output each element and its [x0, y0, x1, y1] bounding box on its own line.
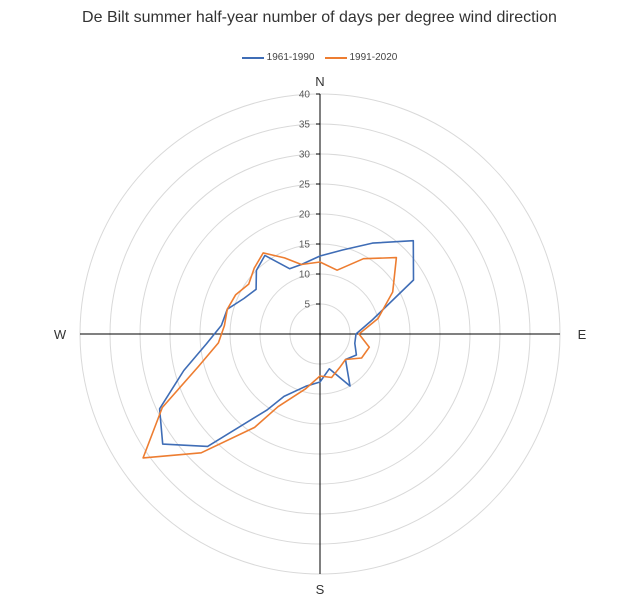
tick-label-20: 20: [299, 210, 311, 221]
radial-tick-labels: 5 10 15 20 25 30 35 40: [299, 90, 320, 311]
legend-label-1961-1990: 1961-1990: [266, 52, 315, 63]
tick-label-5: 5: [304, 300, 310, 311]
direction-label-n: N: [315, 74, 324, 89]
tick-label-40: 40: [299, 90, 311, 101]
direction-label-w: W: [54, 327, 67, 342]
direction-label-e: E: [578, 327, 587, 342]
series-lines: [142, 239, 415, 459]
direction-labels: N E S W: [54, 74, 587, 597]
legend-item-1991-2020: 1991-2020: [324, 52, 398, 63]
tick-label-15: 15: [299, 240, 311, 251]
legend-swatch-1961-1990: [241, 56, 264, 59]
tick-label-25: 25: [299, 180, 311, 191]
series-line-1961-1990: [158, 239, 415, 448]
chart-title: De Bilt summer half-year number of days …: [82, 9, 557, 26]
legend-label-1991-2020: 1991-2020: [349, 52, 398, 63]
tick-label-10: 10: [299, 270, 311, 281]
legend-swatch-1991-2020: [324, 56, 347, 59]
series-line-1991-2020: [142, 252, 398, 459]
legend-item-1961-1990: 1961-1990: [241, 52, 315, 63]
tick-label-35: 35: [299, 120, 311, 131]
compass-axes: [80, 94, 560, 574]
legend: 1961-1990 1991-2020: [0, 52, 639, 63]
direction-label-s: S: [316, 582, 325, 597]
tick-label-30: 30: [299, 150, 311, 161]
